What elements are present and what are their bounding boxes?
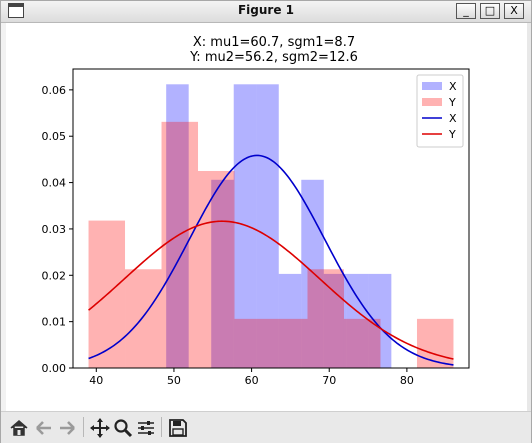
histogram-y [88,121,454,368]
y-tick-label: 0.05 [42,130,67,143]
y-tick-label: 0.01 [42,316,67,329]
histogram-bar-y [125,269,162,368]
histogram-bar-y [307,269,344,368]
y-tick-label: 0.00 [42,362,67,375]
pan-icon[interactable] [90,418,110,438]
histogram-bar-y [271,318,308,368]
back-arrow-icon[interactable] [34,418,54,438]
configure-subplots-icon[interactable] [136,418,156,438]
histogram-bar-x [346,273,369,368]
histogram-bar-x [278,273,302,368]
histogram-bar-x [233,84,257,369]
save-icon[interactable] [168,418,188,438]
window-left-edge [1,23,6,411]
histogram-bar-x [211,179,234,368]
histogram-bar-y [234,318,271,368]
chart-title-line2: Y: mu2=56.2, sgm2=12.6 [189,50,358,65]
y-tick-label: 0.03 [42,223,67,236]
histogram-x [166,84,392,369]
minimize-button[interactable]: _ [456,3,476,19]
legend-swatch-x [422,82,442,90]
navigation-toolbar [1,411,531,443]
close-button[interactable]: X [504,3,524,19]
histogram-bar-x [166,84,189,369]
title-bar[interactable]: Figure 1 _ □ X [1,1,531,23]
histogram-bar-y [161,121,199,368]
curve-y [88,220,454,360]
histogram-bar-y [343,318,381,368]
maximize-button[interactable]: □ [480,3,500,19]
forward-arrow-icon[interactable] [57,418,77,438]
x-tick-label: 40 [89,374,103,387]
y-tick-label: 0.04 [42,177,67,190]
axes: 40 50 60 70 80 0.00 0.01 0.02 0.03 0.04 0.05 0.06 [42,68,470,387]
curve-x [88,154,454,366]
x-tick-label: 70 [322,374,336,387]
histogram-bar-y [416,318,454,368]
histogram-bar-x [368,273,392,368]
home-icon[interactable] [9,418,29,438]
histogram-bar-y [198,170,235,368]
figure-canvas[interactable]: X: mu1=60.7, sgm1=8.7 Y: mu2=56.2, sgm2=… [1,23,531,411]
legend-label: X [449,112,457,125]
x-tick-label: 50 [167,374,181,387]
plot-frame [72,68,470,369]
toolbar-separator [161,417,162,437]
window-app-icon [8,3,24,18]
legend-swatch-y [422,98,442,106]
y-tick-label: 0.06 [42,84,67,97]
legend-label: X [449,80,457,93]
x-tick-label: 80 [400,374,414,387]
y-tick-label: 0.02 [42,269,67,282]
legend-label: Y [448,128,456,141]
zoom-icon[interactable] [113,418,133,438]
window-right-edge [527,23,531,411]
x-tick-label: 60 [245,374,259,387]
fitted-curves [88,154,454,366]
legend-box [416,74,464,148]
legend-label: Y [448,96,456,109]
chart-title-line1: X: mu1=60.7, sgm1=8.7 [193,35,355,50]
toolbar-separator [83,417,84,437]
window-title: Figure 1 [237,3,295,17]
